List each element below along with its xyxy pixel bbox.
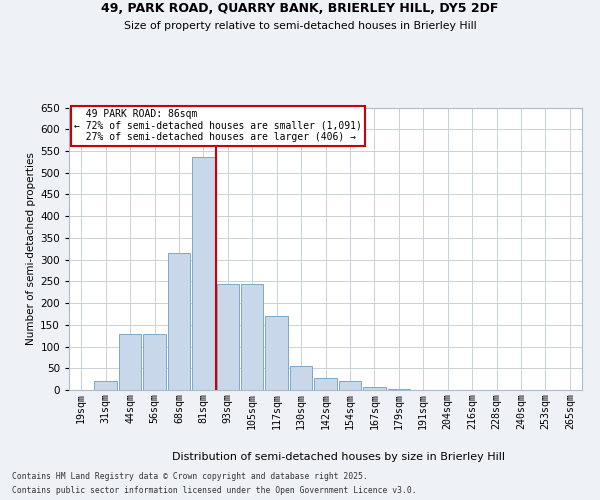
Bar: [265, 316, 288, 390]
Text: Contains public sector information licensed under the Open Government Licence v3: Contains public sector information licen…: [12, 486, 416, 495]
Bar: [290, 366, 313, 390]
Bar: [94, 382, 117, 390]
Text: Size of property relative to semi-detached houses in Brierley Hill: Size of property relative to semi-detach…: [124, 21, 476, 31]
Bar: [167, 253, 190, 390]
Bar: [363, 387, 386, 390]
Bar: [241, 284, 263, 390]
Bar: [143, 334, 166, 390]
Bar: [217, 284, 239, 390]
Bar: [119, 334, 142, 390]
Y-axis label: Number of semi-detached properties: Number of semi-detached properties: [26, 152, 36, 345]
Bar: [314, 378, 337, 390]
Text: Distribution of semi-detached houses by size in Brierley Hill: Distribution of semi-detached houses by …: [172, 452, 505, 462]
Text: 49 PARK ROAD: 86sqm
← 72% of semi-detached houses are smaller (1,091)
  27% of s: 49 PARK ROAD: 86sqm ← 72% of semi-detach…: [74, 109, 362, 142]
Bar: [388, 389, 410, 390]
Bar: [338, 382, 361, 390]
Text: 49, PARK ROAD, QUARRY BANK, BRIERLEY HILL, DY5 2DF: 49, PARK ROAD, QUARRY BANK, BRIERLEY HIL…: [101, 2, 499, 16]
Bar: [192, 158, 215, 390]
Text: Contains HM Land Registry data © Crown copyright and database right 2025.: Contains HM Land Registry data © Crown c…: [12, 472, 368, 481]
